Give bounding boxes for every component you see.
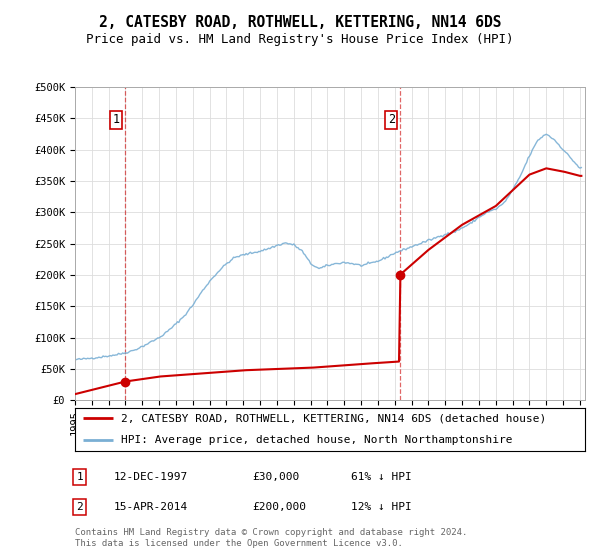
- Text: HPI: Average price, detached house, North Northamptonshire: HPI: Average price, detached house, Nort…: [121, 435, 512, 445]
- Text: 2: 2: [76, 502, 83, 512]
- Text: £200,000: £200,000: [252, 502, 306, 512]
- Text: 2, CATESBY ROAD, ROTHWELL, KETTERING, NN14 6DS: 2, CATESBY ROAD, ROTHWELL, KETTERING, NN…: [99, 15, 501, 30]
- Text: 12% ↓ HPI: 12% ↓ HPI: [351, 502, 412, 512]
- Text: £30,000: £30,000: [252, 472, 299, 482]
- Text: 1: 1: [76, 472, 83, 482]
- Text: 1: 1: [113, 113, 120, 126]
- Text: 61% ↓ HPI: 61% ↓ HPI: [351, 472, 412, 482]
- Text: 2: 2: [388, 113, 395, 126]
- Text: 12-DEC-1997: 12-DEC-1997: [114, 472, 188, 482]
- Text: Contains HM Land Registry data © Crown copyright and database right 2024.
This d: Contains HM Land Registry data © Crown c…: [75, 528, 467, 548]
- Text: Price paid vs. HM Land Registry's House Price Index (HPI): Price paid vs. HM Land Registry's House …: [86, 32, 514, 46]
- Text: 15-APR-2014: 15-APR-2014: [114, 502, 188, 512]
- Text: 2, CATESBY ROAD, ROTHWELL, KETTERING, NN14 6DS (detached house): 2, CATESBY ROAD, ROTHWELL, KETTERING, NN…: [121, 413, 546, 423]
